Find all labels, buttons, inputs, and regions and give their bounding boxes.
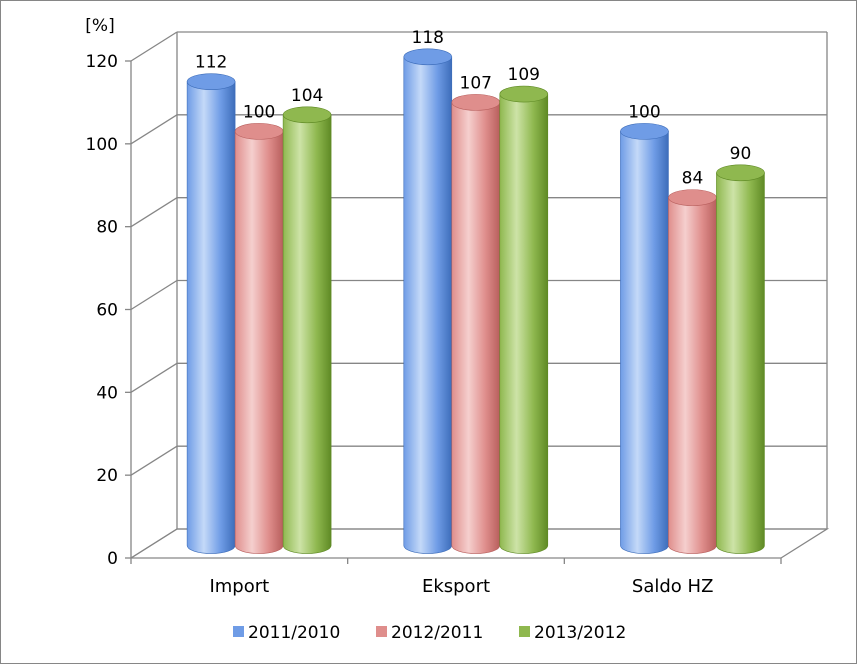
- y-tick-label-80: 80: [96, 218, 118, 238]
- data-label: 90: [730, 144, 752, 164]
- bar-eksport-2011-2010: [403, 48, 453, 554]
- legend-label: 2011/2010: [248, 623, 340, 643]
- data-label: 100: [243, 102, 275, 122]
- bar-body: [186, 81, 236, 554]
- y-tick-label-40: 40: [96, 383, 118, 403]
- legend-swatch: [376, 626, 387, 637]
- data-label: 84: [682, 169, 704, 189]
- bar-import-2011-2010: [186, 73, 236, 554]
- bar-saldo-hz-2013-2012: [716, 164, 765, 554]
- legend-item-2011-2010: 2011/2010: [233, 623, 340, 643]
- bar-body: [403, 56, 453, 554]
- bar-body: [668, 197, 717, 554]
- bar-saldo-hz-2011-2010: [620, 123, 669, 554]
- legend-swatch: [233, 626, 244, 637]
- gridline-side-20: [130, 445, 178, 476]
- gridline-side-0: [130, 528, 178, 559]
- axes: 0 20 40 60 80 100 120 Import Eksport Saldo HZ: [86, 52, 782, 597]
- gridline-side-80: [130, 197, 178, 228]
- data-label: 109: [508, 65, 540, 85]
- gridline-side-40: [130, 362, 178, 393]
- bar-top-cap: [282, 106, 332, 124]
- bars: [186, 48, 765, 554]
- data-label: 107: [460, 73, 492, 93]
- legend: 2011/2010 2012/2011 2013/2012: [233, 623, 626, 643]
- data-label: 104: [291, 86, 323, 106]
- bar-body: [282, 114, 332, 554]
- bar-body: [716, 172, 765, 554]
- bar-top-cap: [499, 85, 549, 103]
- bar-top-cap: [668, 189, 717, 206]
- bar-saldo-hz-2012-2011: [668, 189, 717, 554]
- data-labels: 112 100 104 118 107 109 100 84 90: [195, 28, 751, 189]
- gridline-side-100: [130, 114, 178, 145]
- y-unit-label: [%]: [85, 16, 114, 36]
- y-tick-label-60: 60: [96, 301, 118, 321]
- legend-label: 2013/2012: [534, 623, 626, 643]
- x-category-label-0: Import: [209, 576, 269, 597]
- bar-top-cap: [186, 73, 236, 90]
- data-label: 100: [628, 102, 660, 122]
- gridline-side-60: [130, 279, 178, 311]
- bar-top-cap: [234, 123, 284, 140]
- bar-body: [451, 102, 501, 554]
- legend-item-2013-2012: 2013/2012: [519, 623, 626, 643]
- gridline-side-120: [130, 31, 178, 62]
- x-category-label-1: Eksport: [422, 576, 490, 597]
- bar-eksport-2012-2011: [451, 94, 501, 554]
- legend-label: 2012/2011: [391, 623, 483, 643]
- y-tick-label-120: 120: [86, 52, 118, 72]
- data-label: 118: [412, 28, 444, 48]
- bar-top-cap: [451, 94, 501, 111]
- x-category-label-2: Saldo HZ: [632, 576, 713, 597]
- bar-top-cap: [620, 123, 669, 140]
- bar-body: [234, 131, 284, 554]
- y-tick-label-100: 100: [86, 135, 118, 155]
- bar-body: [499, 93, 549, 554]
- bar-import-2013-2012: [282, 106, 332, 554]
- y-tick-label-0: 0: [107, 549, 118, 569]
- legend-item-2012-2011: 2012/2011: [376, 623, 483, 643]
- bar-eksport-2013-2012: [499, 85, 549, 554]
- y-tick-label-20: 20: [96, 466, 118, 486]
- legend-swatch: [519, 626, 530, 637]
- bar-body: [620, 131, 669, 554]
- bar-top-cap: [403, 48, 453, 66]
- bar-top-cap: [716, 164, 765, 182]
- bar-import-2012-2011: [234, 123, 284, 554]
- data-label: 112: [195, 53, 227, 73]
